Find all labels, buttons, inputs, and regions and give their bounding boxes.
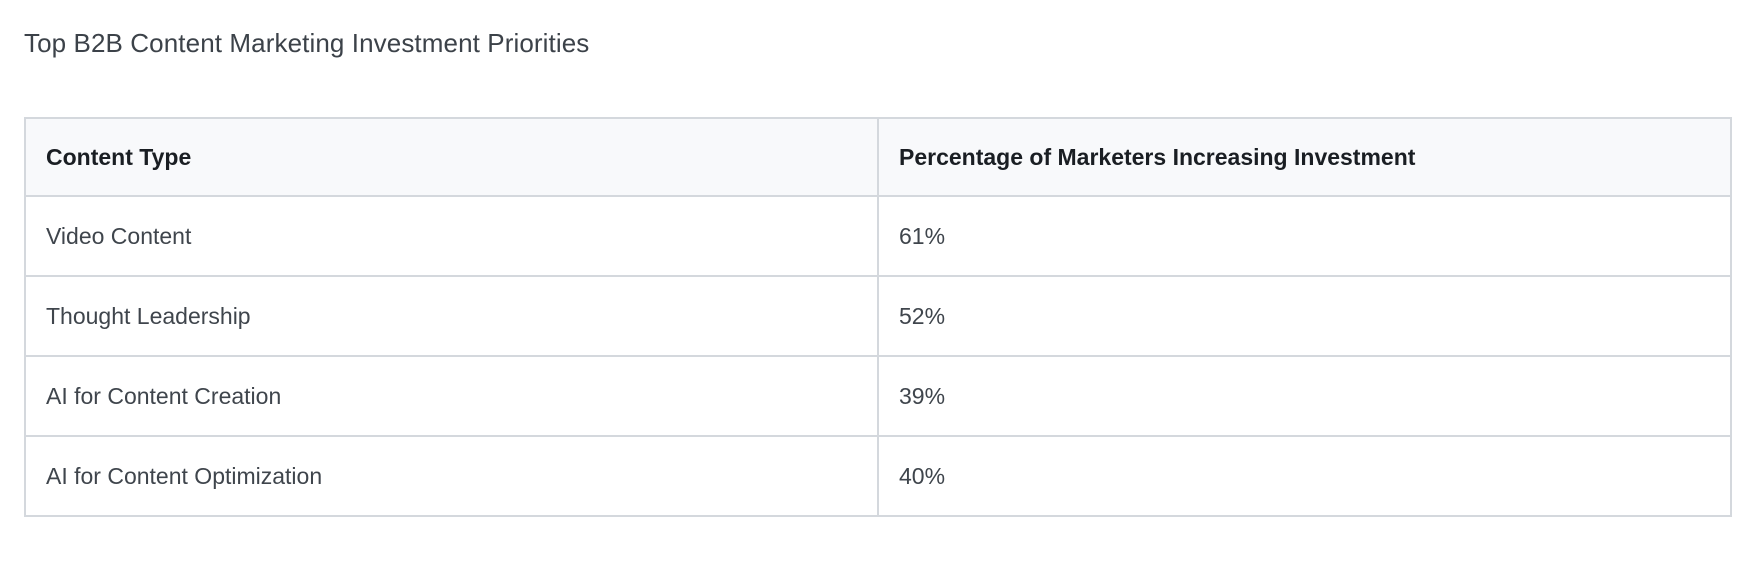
cell-percentage: 52% [877,275,1732,357]
cell-content-type: AI for Content Creation [24,355,879,437]
investment-priorities-table: Content Type Percentage of Marketers Inc… [24,117,1732,517]
table-row: Thought Leadership 52% [24,275,1732,357]
column-header-content-type: Content Type [24,117,879,197]
table-header-row: Content Type Percentage of Marketers Inc… [24,117,1732,197]
cell-percentage: 39% [877,355,1732,437]
cell-content-type: Thought Leadership [24,275,879,357]
table-container: Content Type Percentage of Marketers Inc… [24,117,1732,517]
page: Top B2B Content Marketing Investment Pri… [0,27,1752,566]
cell-percentage: 61% [877,195,1732,277]
cell-content-type: Video Content [24,195,879,277]
page-title: Top B2B Content Marketing Investment Pri… [24,28,590,58]
column-header-percentage: Percentage of Marketers Increasing Inves… [877,117,1732,197]
table-row: AI for Content Creation 39% [24,355,1732,437]
cell-content-type: AI for Content Optimization [24,435,879,517]
table-row: Video Content 61% [24,195,1732,277]
table-row: AI for Content Optimization 40% [24,435,1732,517]
cell-percentage: 40% [877,435,1732,517]
